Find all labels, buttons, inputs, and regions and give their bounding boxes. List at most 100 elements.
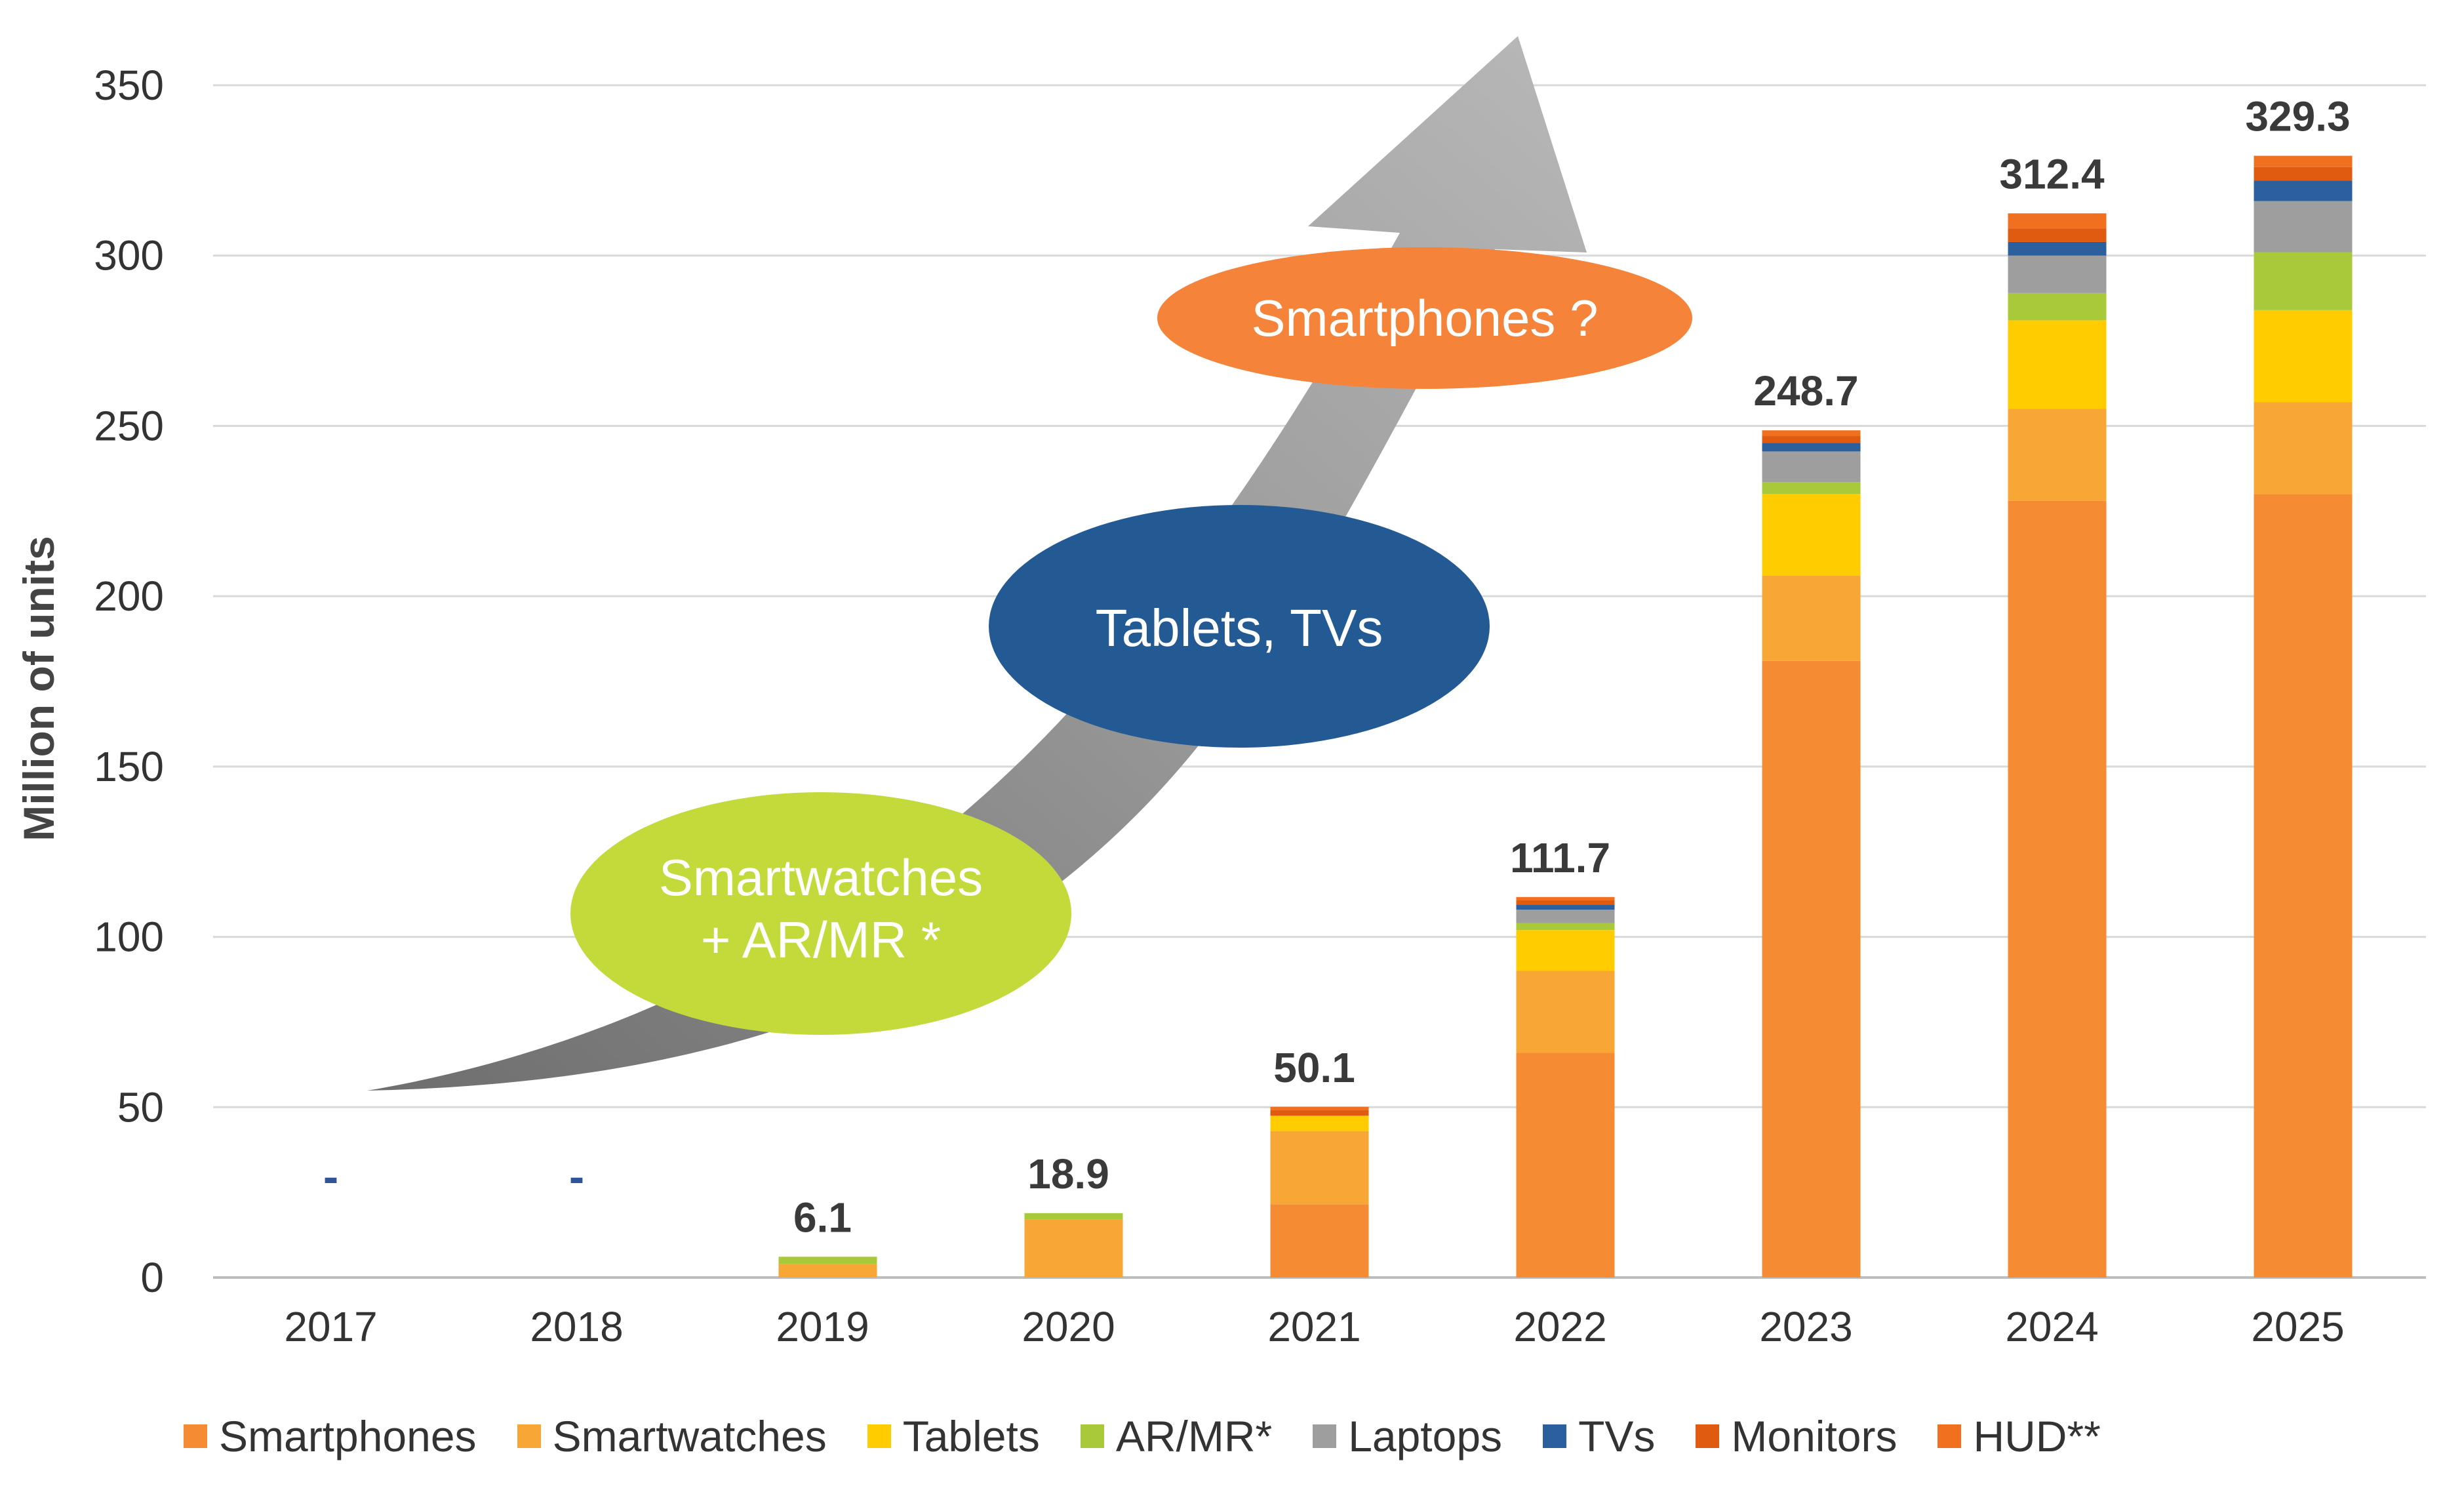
y-tick-label: 350 bbox=[94, 62, 164, 109]
bar-segment-monitors bbox=[1762, 436, 1861, 443]
legend-swatch bbox=[1543, 1424, 1567, 1448]
bar-segment-hud bbox=[1516, 896, 1615, 900]
x-tick-label: 2025 bbox=[2251, 1303, 2344, 1350]
legend-swatch bbox=[1937, 1424, 1962, 1448]
x-tick-label: 2022 bbox=[1513, 1303, 1606, 1350]
annotation-smartwatches-line1: Smartwatches bbox=[659, 849, 983, 906]
legend-label: HUD** bbox=[1973, 1412, 2101, 1460]
legend: Smartphones Smartwatches Tablets AR/MR* … bbox=[184, 1403, 2101, 1469]
legend-swatch bbox=[867, 1424, 891, 1448]
x-tick-label: 2024 bbox=[2005, 1303, 2098, 1350]
bar-segment-monitors bbox=[1516, 900, 1615, 905]
x-tick-label: 2021 bbox=[1267, 1303, 1361, 1350]
x-tick-label: 2017 bbox=[284, 1303, 377, 1350]
bar-segment-tvs bbox=[2008, 241, 2107, 256]
bar-segment-tablets bbox=[1270, 1116, 1369, 1131]
total-label: 6.1 bbox=[793, 1194, 852, 1241]
bar-segment-smartphones bbox=[2254, 494, 2353, 1278]
legend-swatch bbox=[1313, 1424, 1337, 1448]
bar-segment-tvs bbox=[2254, 180, 2353, 201]
bar-segment-hud bbox=[2254, 155, 2353, 167]
total-label: 111.7 bbox=[1510, 834, 1610, 881]
legend-swatch bbox=[517, 1424, 541, 1448]
y-axis-ticks: 0 50 100 150 200 250 300 350 bbox=[94, 62, 164, 1301]
bar-segment-hud bbox=[2008, 213, 2107, 229]
y-tick-label: 300 bbox=[94, 232, 164, 279]
total-label: 18.9 bbox=[1027, 1150, 1109, 1198]
bar-segment-tablets bbox=[1516, 930, 1615, 971]
x-axis-ticks: 2017 2018 2019 2020 2021 2022 2023 2024 2025 bbox=[284, 1303, 2344, 1350]
legend-swatch bbox=[1080, 1424, 1104, 1448]
legend-item-smartphones: Smartphones bbox=[184, 1411, 477, 1461]
bar-segment-ar-mr bbox=[1024, 1213, 1123, 1220]
annotation-smartwatches: Smartwatches + AR/MR * bbox=[570, 792, 1071, 1035]
annotation-smartwatches-line2: + AR/MR * bbox=[701, 911, 941, 969]
bar-segment-smartwatches bbox=[1024, 1219, 1123, 1278]
legend-item-monitors: Monitors bbox=[1696, 1411, 1897, 1461]
annotation-smartphones-bubble bbox=[1157, 247, 1692, 389]
bar-segment-ar-mr bbox=[1762, 482, 1861, 494]
legend-item-tablets: Tablets bbox=[867, 1411, 1040, 1461]
legend-label: Monitors bbox=[1731, 1412, 1898, 1460]
bar-segment-smartphones bbox=[2008, 500, 2107, 1278]
bar-totals: - - 6.1 18.9 50.1 111.7 248.7 312.4 329.3 bbox=[323, 93, 2351, 1241]
bar-segment-ar-mr bbox=[2254, 252, 2353, 310]
bar-segment-smartphones bbox=[1270, 1204, 1369, 1278]
annotation-smartwatches-bubble bbox=[570, 792, 1071, 1035]
bar-segment-monitors bbox=[2254, 167, 2353, 181]
total-label: 248.7 bbox=[1753, 367, 1858, 414]
total-label: 329.3 bbox=[2245, 93, 2350, 140]
total-label: - bbox=[323, 1151, 338, 1202]
bar-segment-tablets bbox=[2008, 320, 2107, 409]
bar-segment-tvs bbox=[1762, 443, 1861, 452]
annotation-smartphones-text: Smartphones ? bbox=[1252, 289, 1599, 347]
legend-label: Laptops bbox=[1348, 1412, 1503, 1460]
bar-segment-smartwatches bbox=[1762, 575, 1861, 661]
legend-item-smartwatches: Smartwatches bbox=[517, 1411, 827, 1461]
legend-label: Smartphones bbox=[219, 1412, 477, 1460]
bar-segment-laptops bbox=[1516, 910, 1615, 923]
bar-segment-smartwatches bbox=[2008, 409, 2107, 501]
bar-segment-tablets bbox=[2254, 310, 2353, 403]
bar-segment-laptops bbox=[1762, 451, 1861, 483]
bar-segment-tvs bbox=[1516, 904, 1615, 910]
legend-label: TVs bbox=[1578, 1412, 1656, 1460]
bar-segment-smartphones bbox=[1516, 1053, 1615, 1278]
bar-segment-ar-mr bbox=[778, 1257, 877, 1264]
bar-segment-smartwatches bbox=[778, 1264, 877, 1278]
legend-label: AR/MR* bbox=[1115, 1412, 1273, 1460]
bar-segment-hud bbox=[1270, 1106, 1369, 1110]
y-tick-label: 0 bbox=[140, 1254, 164, 1301]
legend-label: Tablets bbox=[902, 1412, 1040, 1460]
bar-segment-hud bbox=[1762, 430, 1861, 437]
legend-item-hud: HUD** bbox=[1937, 1411, 2101, 1461]
y-tick-label: 150 bbox=[94, 743, 164, 790]
bar-segment-smartwatches bbox=[2254, 402, 2353, 494]
y-tick-label: 50 bbox=[117, 1083, 164, 1131]
bar-segment-smartphones bbox=[1762, 660, 1861, 1278]
legend-label: Smartwatches bbox=[552, 1412, 827, 1460]
x-tick-label: 2023 bbox=[1759, 1303, 1852, 1350]
y-axis-label: Million of units bbox=[14, 536, 63, 841]
total-label: 312.4 bbox=[1999, 150, 2105, 197]
annotation-smartphones: Smartphones ? bbox=[1157, 247, 1692, 389]
bar-segment-laptops bbox=[2008, 255, 2107, 293]
bar-segment-ar-mr bbox=[1516, 923, 1615, 931]
bar-segment-laptops bbox=[2254, 201, 2353, 252]
x-tick-label: 2020 bbox=[1022, 1303, 1115, 1350]
bar-segment-ar-mr bbox=[2008, 292, 2107, 321]
bar-segment-monitors bbox=[2008, 228, 2107, 242]
bar-series bbox=[778, 155, 2353, 1278]
annotation-tablets-tvs-text: Tablets, TVs bbox=[1096, 599, 1383, 657]
legend-item-tvs: TVs bbox=[1543, 1411, 1655, 1461]
legend-item-laptops: Laptops bbox=[1313, 1411, 1502, 1461]
y-tick-label: 200 bbox=[94, 573, 164, 620]
legend-item-ar-mr: AR/MR* bbox=[1080, 1411, 1273, 1461]
total-label: - bbox=[569, 1151, 584, 1202]
legend-swatch bbox=[1696, 1424, 1720, 1448]
annotation-tablets-tvs-bubble bbox=[989, 505, 1490, 748]
bar-segment-monitors bbox=[1270, 1110, 1369, 1116]
y-tick-label: 250 bbox=[94, 402, 164, 449]
legend-swatch bbox=[184, 1424, 207, 1448]
bar-segment-smartwatches bbox=[1516, 971, 1615, 1053]
